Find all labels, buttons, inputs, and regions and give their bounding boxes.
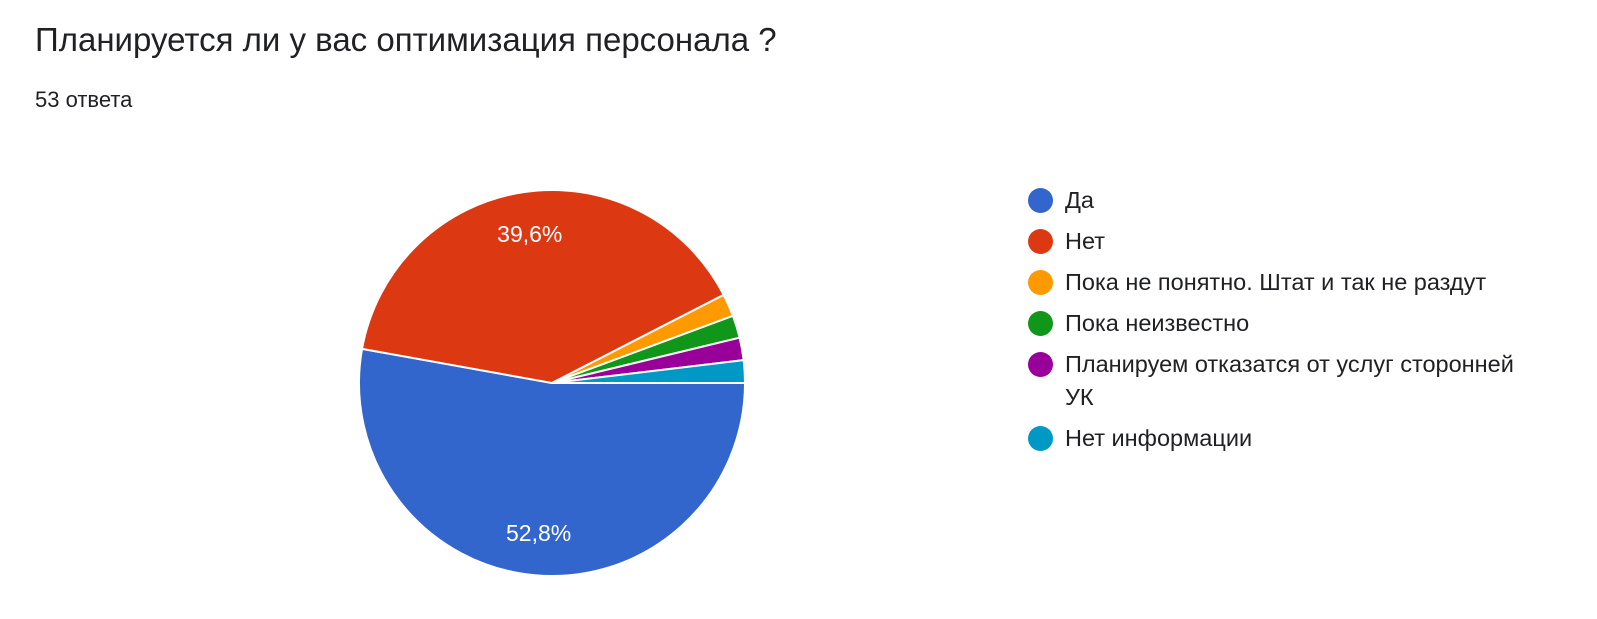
pie-slice-labels: 52,8% 39,6% — [497, 221, 571, 546]
legend-swatch-icon — [1028, 352, 1053, 377]
legend-swatch-icon — [1028, 188, 1053, 213]
pie-slice-2 — [360, 189, 726, 385]
legend-swatch-icon — [1028, 311, 1053, 336]
legend-label: Да — [1065, 187, 1094, 213]
legend-label: Нет информации — [1065, 425, 1253, 451]
chart-title: Планируется ли у вас оптимизация персона… — [35, 21, 777, 58]
legend-item-4: Пока неизвестно — [1028, 307, 1548, 340]
legend-swatch-icon — [1028, 229, 1053, 254]
pie-chart: 52,8% 39,6% — [358, 189, 747, 577]
pie-slices — [358, 189, 747, 577]
pie-slice-label-1: 52,8% — [506, 520, 571, 546]
legend-swatch-icon — [1028, 426, 1053, 451]
legend-label: Пока неизвестно — [1065, 310, 1250, 336]
legend-label: Нет — [1065, 228, 1106, 254]
legend-item-6: Нет информации — [1028, 422, 1548, 455]
chart-legend: Да Нет Пока не понятно. Штат и так не разд… — [1028, 184, 1548, 463]
pie-slice-label-2: 39,6% — [497, 221, 562, 247]
pie-slice-6 — [551, 359, 747, 384]
legend-swatch-icon — [1028, 270, 1053, 295]
pie-slice-1 — [358, 347, 747, 577]
response-count: 53 ответа — [35, 87, 133, 112]
legend-item-2: Нет — [1028, 225, 1548, 258]
legend-item-1: Да — [1028, 184, 1548, 217]
legend-label: Пока не понятно. Штат и так не раздут — [1065, 269, 1487, 295]
legend-item-3: Пока не понятно. Штат и так не раздут — [1028, 266, 1548, 299]
legend-label: Планируем отказатся от услуг сторонней У… — [1065, 351, 1514, 410]
legend-item-5: Планируем отказатся от услуг сторонней У… — [1028, 348, 1548, 414]
